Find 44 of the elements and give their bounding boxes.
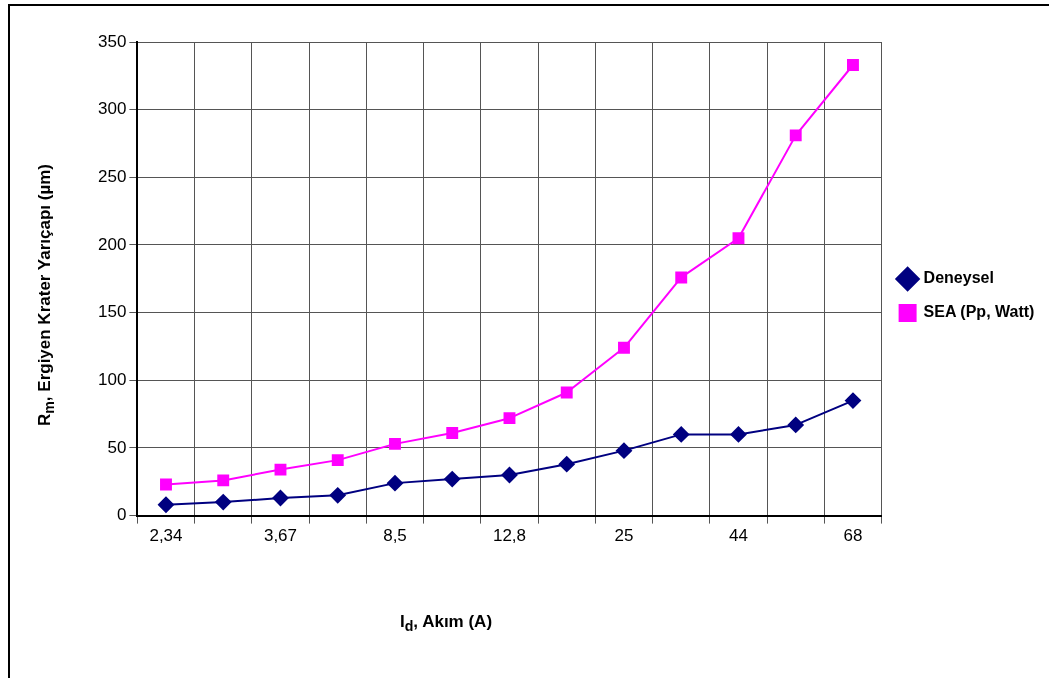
point	[157, 496, 174, 513]
point	[618, 341, 630, 354]
point	[386, 475, 403, 492]
x-tick-label: 2,34	[149, 526, 183, 546]
point	[215, 494, 232, 511]
point	[389, 437, 401, 450]
point	[444, 471, 461, 488]
point	[446, 427, 459, 440]
point	[789, 129, 802, 142]
y-tick-label: 0	[116, 505, 127, 525]
point	[329, 487, 346, 504]
y-tick-label: 150	[97, 302, 127, 322]
point	[560, 386, 573, 399]
point	[732, 232, 745, 245]
point	[272, 490, 289, 507]
x-tick-label: 8,5	[383, 526, 407, 546]
y-tick-label: 50	[107, 437, 127, 457]
point	[274, 463, 287, 476]
x-tick-label: 68	[843, 526, 863, 546]
x-tick-label: 25	[614, 526, 634, 546]
point	[501, 467, 518, 484]
x-tick-label: 44	[729, 526, 748, 546]
point	[503, 412, 516, 425]
point	[160, 478, 172, 491]
legend-label: Deneysel	[923, 269, 994, 287]
x-tick-label: 3,67	[263, 526, 298, 546]
point	[615, 442, 632, 459]
x-tick-label: 12,8	[492, 526, 527, 546]
point	[217, 474, 230, 487]
y-tick-label: 300	[97, 99, 127, 119]
legend-label: SEA (Pp, Watt)	[923, 303, 1035, 321]
point	[844, 392, 861, 409]
point	[787, 416, 804, 433]
point	[847, 59, 859, 71]
y-tick-label: 200	[97, 234, 127, 254]
y-tick-label: 100	[97, 369, 127, 389]
point	[730, 426, 747, 443]
y-tick-label: 250	[97, 167, 127, 186]
y-tick-label: 350	[97, 31, 127, 51]
point	[558, 456, 575, 473]
point	[675, 271, 688, 284]
point	[331, 454, 344, 467]
x-axis-title: I$_{d}$, Akım (A)	[399, 612, 493, 635]
point	[673, 426, 690, 443]
